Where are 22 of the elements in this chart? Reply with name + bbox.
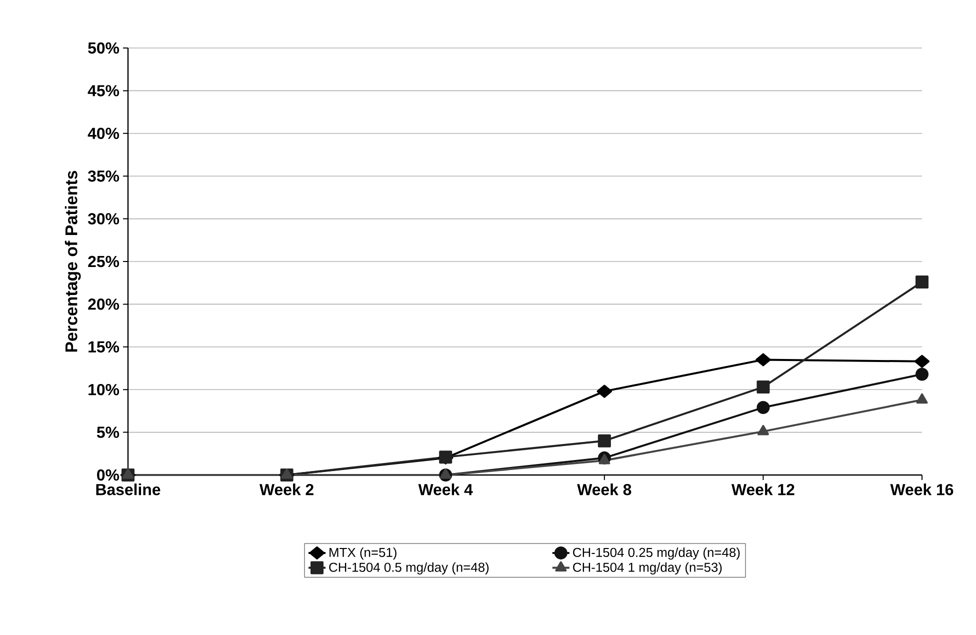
y-tick-label: 35% bbox=[88, 170, 120, 182]
x-tick-label: Week 16 bbox=[890, 484, 954, 496]
legend-label: CH-1504 0.5 mg/day (n=48) bbox=[329, 562, 489, 574]
y-tick-label: 25% bbox=[88, 256, 120, 268]
x-tick-label: Week 4 bbox=[418, 484, 473, 496]
y-axis-title: Percentage of Patients bbox=[64, 170, 81, 352]
legend-label: CH-1504 1 mg/day (n=53) bbox=[573, 562, 722, 574]
legend-label: MTX (n=51) bbox=[330, 548, 396, 560]
legend-label: CH-1504 0.25 mg/day (n=48) bbox=[573, 548, 740, 560]
y-tick-label: 30% bbox=[88, 213, 120, 224]
y-tick-label: 5% bbox=[96, 426, 120, 438]
y-tick-label: 10% bbox=[88, 384, 120, 396]
y-tick-label: 50% bbox=[88, 42, 120, 54]
x-tick-label: Week 2 bbox=[259, 484, 314, 496]
x-tick-label: Week 12 bbox=[731, 484, 794, 496]
y-tick-label: 20% bbox=[88, 298, 120, 310]
y-tick-label: 40% bbox=[88, 128, 120, 140]
y-tick-label: 15% bbox=[88, 341, 120, 353]
x-tick-label: Baseline bbox=[96, 484, 160, 496]
y-tick-label: 0% bbox=[97, 469, 120, 481]
x-tick-label: Week 8 bbox=[577, 484, 632, 496]
y-tick-label: 45% bbox=[88, 85, 120, 96]
